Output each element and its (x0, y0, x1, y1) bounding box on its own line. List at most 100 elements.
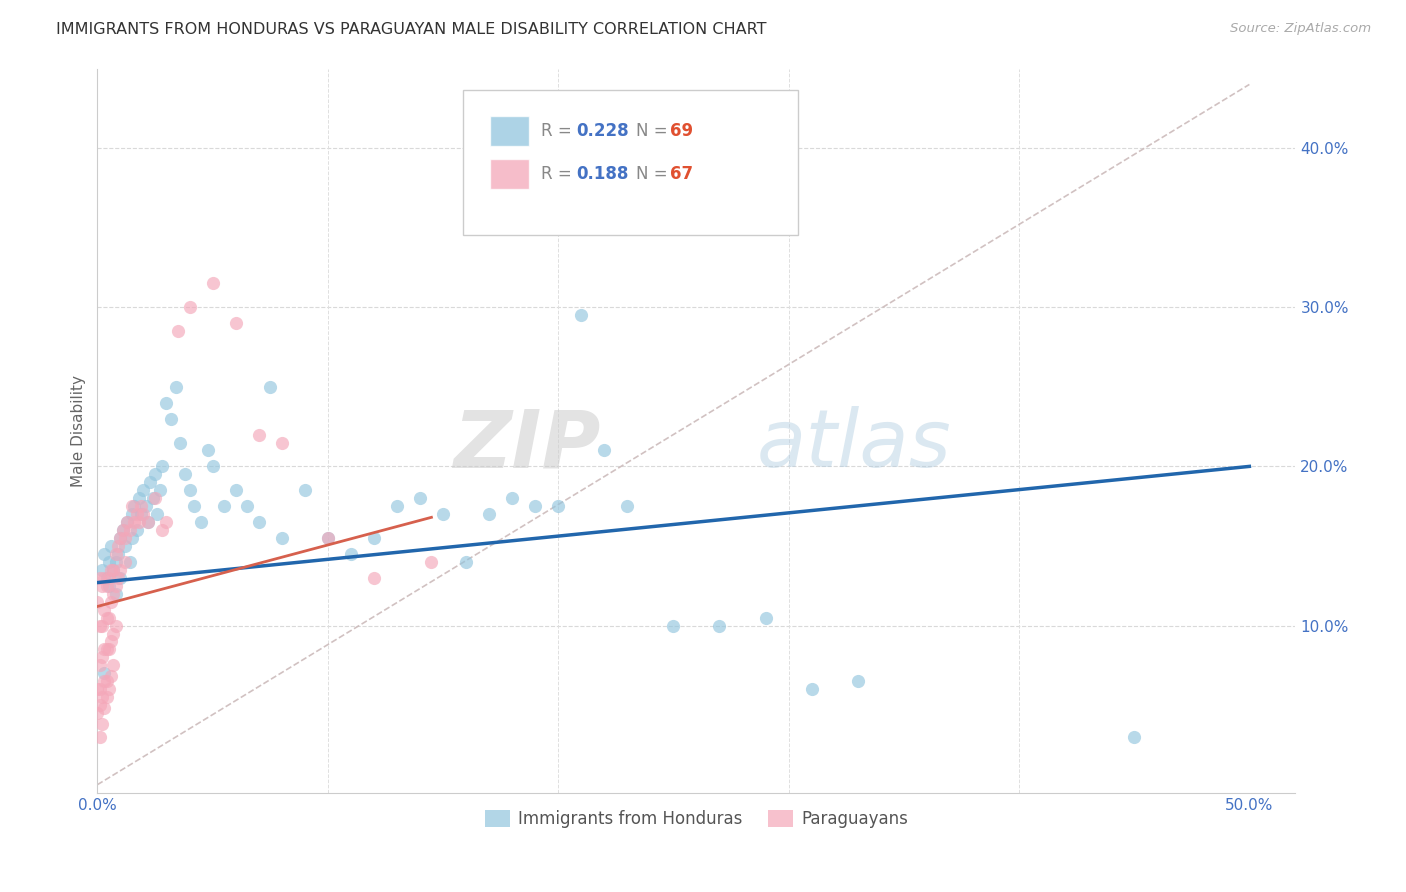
Point (169, 435, 191, 450)
Point (96, 674, 118, 689)
Point (846, 674, 869, 689)
Text: atlas: atlas (756, 406, 950, 484)
Point (616, 499, 638, 513)
Point (128, 515, 150, 529)
Point (129, 507, 152, 521)
Point (91, 650, 114, 665)
Point (118, 523, 141, 537)
Point (125, 523, 148, 537)
Point (316, 531, 339, 545)
Point (662, 618, 685, 632)
Point (118, 555, 141, 569)
Point (270, 531, 292, 545)
Text: R =: R = (541, 122, 576, 140)
Point (225, 483, 247, 498)
Point (363, 531, 385, 545)
Point (93, 642, 115, 657)
Point (97, 571, 120, 585)
Text: ZIP: ZIP (453, 406, 600, 484)
Point (136, 515, 159, 529)
Point (89, 698, 111, 712)
Point (100, 669, 122, 683)
Point (93, 602, 115, 616)
Point (89, 571, 111, 585)
Text: 0.188: 0.188 (576, 165, 628, 183)
Point (148, 483, 170, 498)
Point (104, 555, 127, 569)
Point (103, 587, 125, 601)
Point (122, 499, 145, 513)
Point (524, 499, 547, 513)
Point (97, 610, 120, 624)
Point (91, 579, 114, 593)
Point (128, 491, 150, 506)
Point (212, 499, 235, 513)
Point (197, 443, 219, 458)
Point (103, 626, 125, 640)
Point (117, 515, 139, 529)
Point (316, 531, 339, 545)
Point (100, 634, 122, 648)
Point (125, 507, 148, 521)
Point (91, 717, 114, 731)
Point (501, 491, 523, 506)
Point (114, 555, 136, 569)
Point (155, 515, 177, 529)
Point (93, 571, 115, 585)
Point (100, 563, 122, 577)
Y-axis label: Male Disability: Male Disability (72, 375, 86, 487)
Point (100, 539, 122, 553)
Point (96, 642, 118, 657)
Point (270, 435, 292, 450)
Point (110, 563, 132, 577)
Point (142, 491, 165, 506)
Point (104, 547, 127, 561)
Point (1123, 730, 1146, 744)
Point (100, 595, 122, 609)
Point (294, 483, 316, 498)
Point (136, 515, 159, 529)
Point (179, 483, 201, 498)
Point (339, 547, 361, 561)
Point (432, 507, 454, 521)
Point (110, 531, 132, 545)
Point (190, 515, 212, 529)
Point (86, 595, 108, 609)
Point (110, 571, 132, 585)
Point (225, 316, 247, 330)
Point (96, 610, 118, 624)
Point (183, 499, 205, 513)
Point (143, 491, 166, 506)
Point (135, 499, 157, 513)
FancyBboxPatch shape (491, 116, 529, 146)
Point (91, 618, 114, 632)
Point (247, 427, 270, 442)
Point (104, 579, 127, 593)
Point (167, 324, 190, 338)
Text: 0.228: 0.228 (576, 122, 630, 140)
Point (107, 539, 129, 553)
Point (86, 706, 108, 720)
Text: IMMIGRANTS FROM HONDURAS VS PARAGUAYAN MALE DISABILITY CORRELATION CHART: IMMIGRANTS FROM HONDURAS VS PARAGUAYAN M… (56, 22, 766, 37)
Point (97, 579, 120, 593)
Point (122, 515, 145, 529)
Point (107, 571, 129, 585)
Point (174, 467, 197, 482)
Point (97, 555, 120, 569)
Point (96, 690, 118, 705)
Point (91, 563, 114, 577)
Point (385, 499, 408, 513)
Point (155, 395, 177, 409)
Point (97, 682, 120, 697)
Point (103, 658, 125, 673)
Point (139, 475, 162, 490)
FancyBboxPatch shape (463, 90, 799, 235)
Point (363, 571, 385, 585)
Point (96, 579, 118, 593)
Point (91, 690, 114, 705)
Point (104, 587, 127, 601)
Point (259, 380, 281, 394)
Point (201, 277, 224, 291)
Point (103, 563, 125, 577)
Point (150, 459, 173, 474)
